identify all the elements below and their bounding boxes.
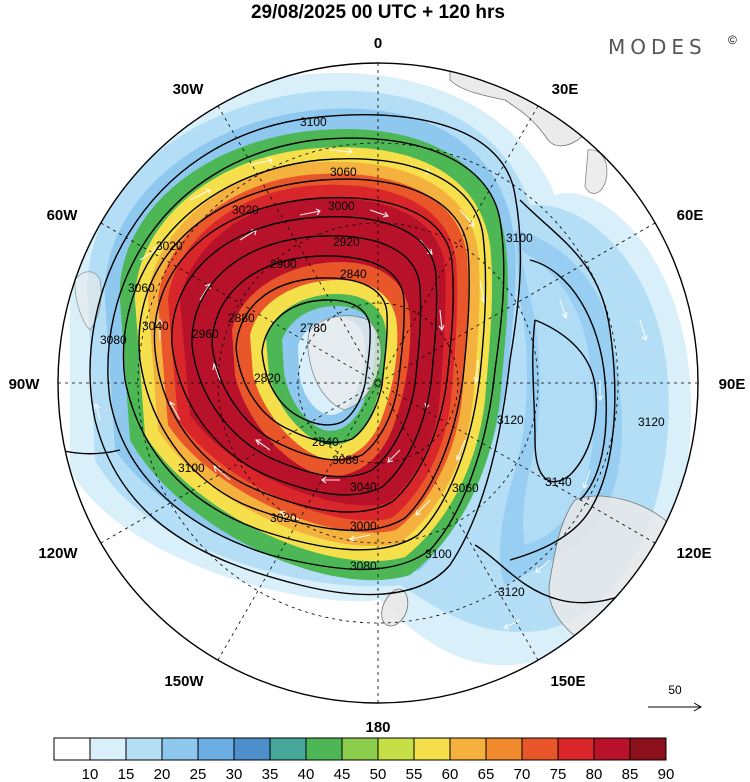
colorbar-tick-label: 60 — [442, 766, 459, 782]
contour-label: 3080 — [100, 333, 127, 347]
lon-label-90w: 90W — [9, 376, 41, 393]
brand-copyright: © — [728, 33, 737, 47]
contour-label: 2960 — [192, 327, 219, 341]
colorbar-tick-label: 35 — [262, 766, 279, 782]
contour-label: 2820 — [254, 371, 281, 385]
contour-label: 3100 — [178, 461, 205, 475]
contour-label: 3040 — [142, 319, 169, 333]
map-boundary — [57, 62, 699, 704]
lon-label-120e: 120E — [676, 545, 711, 562]
colorbar-tick-label: 25 — [190, 766, 207, 782]
lon-label-180: 180 — [365, 719, 390, 736]
colorbar-swatch — [449, 737, 487, 761]
colorbar-swatch — [125, 737, 163, 761]
contour-label: 2840 — [312, 435, 339, 449]
contour-label: 3020 — [232, 203, 259, 217]
colorbar-swatch — [593, 737, 631, 761]
colorbar-tick-label: 65 — [478, 766, 495, 782]
colorbar-swatch — [53, 737, 91, 761]
brand-logo: MODES — [608, 35, 707, 59]
height-contours — [59, 113, 681, 604]
contour-label: 3040 — [350, 480, 377, 494]
contour-label: 3060 — [452, 481, 479, 495]
colorbar-swatch — [161, 737, 199, 761]
contour-label: 3080 — [350, 559, 377, 573]
colorbar-tick-label: 70 — [514, 766, 531, 782]
contour-label: 3020 — [270, 511, 297, 525]
contour-label: 3140 — [545, 475, 572, 489]
east-jet-core — [520, 250, 594, 545]
contour-label: 3120 — [498, 585, 525, 599]
lon-label-120w: 120W — [38, 545, 78, 562]
colorbar-swatch — [233, 737, 271, 761]
colorbar-swatch — [305, 737, 343, 761]
colorbar-swatch — [269, 737, 307, 761]
lon-label-30e: 30E — [552, 81, 579, 98]
lon-label-150w: 150W — [164, 673, 204, 690]
colorbar-tick-label: 30 — [226, 766, 243, 782]
colorbar-swatch — [89, 737, 127, 761]
colorbar-swatch — [485, 737, 523, 761]
colorbar: 10 15 20 25 30 35 40 45 50 55 60 65 70 75 80 85 90 — [53, 737, 675, 782]
colorbar-swatch — [377, 737, 415, 761]
contour-label: 2900 — [270, 257, 297, 271]
colorbar-tick-label: 40 — [298, 766, 315, 782]
contour-label: 3100 — [506, 231, 533, 245]
colorbar-swatch — [413, 737, 451, 761]
contour-label: 2920 — [333, 235, 360, 249]
colorbar-swatch — [557, 737, 595, 761]
new-zealand-land — [381, 588, 409, 627]
colorbar-tick-label: 75 — [550, 766, 567, 782]
contour-label: 3120 — [638, 415, 665, 429]
contour-label: 3060 — [330, 165, 357, 179]
contour-label: 2780 — [300, 321, 327, 335]
graticule — [58, 63, 698, 703]
contour-label: 2840 — [340, 267, 367, 281]
colorbar-swatch — [341, 737, 379, 761]
contour-label: 3000 — [350, 519, 377, 533]
reference-vector-arrowhead — [693, 702, 703, 712]
contour-label: 3000 — [328, 199, 355, 213]
map-title: 29/08/2025 00 UTC + 120 hrs — [251, 2, 505, 23]
lon-label-0: 0 — [374, 35, 382, 52]
contour-label: 3120 — [497, 413, 524, 427]
contour-label: 3060 — [128, 281, 155, 295]
reference-vector: 50 — [648, 683, 703, 712]
contour-label: 3100 — [300, 115, 327, 129]
colorbar-tick-label: 85 — [622, 766, 639, 782]
colorbar-swatch — [197, 737, 235, 761]
colorbar-tick-label: 20 — [154, 766, 171, 782]
colorbar-tick-label: 10 — [82, 766, 99, 782]
colorbar-tick-label: 80 — [586, 766, 603, 782]
antarctica-land — [307, 315, 382, 411]
lon-label-60w: 60W — [47, 207, 79, 224]
longitude-labels: 0 30W 30E 60W 60E 90W 90E 120W 120E 150W… — [9, 35, 746, 736]
colorbar-tick-label: 15 — [118, 766, 135, 782]
contour-label: 2880 — [228, 311, 255, 325]
south-america-land — [74, 271, 102, 331]
colorbar-tick-label: 50 — [370, 766, 387, 782]
contour-label: 3020 — [156, 239, 183, 253]
reference-vector-label: 50 — [668, 683, 682, 697]
lon-label-150e: 150E — [550, 673, 585, 690]
colorbar-swatch — [629, 737, 667, 761]
contour-label: 3100 — [425, 547, 452, 561]
colorbar-tick-label: 90 — [658, 766, 675, 782]
lon-label-30w: 30W — [173, 81, 205, 98]
contour-label: 3080 — [332, 453, 359, 467]
madagascar-land — [584, 149, 608, 194]
colorbar-tick-label: 45 — [334, 766, 351, 782]
contour-labels: 3100 3060 3020 3000 3060 3020 2920 2900 … — [100, 115, 665, 599]
colorbar-swatch — [521, 737, 559, 761]
colorbar-tick-label: 55 — [406, 766, 423, 782]
lon-label-60e: 60E — [677, 207, 704, 224]
lon-label-90e: 90E — [719, 376, 746, 393]
